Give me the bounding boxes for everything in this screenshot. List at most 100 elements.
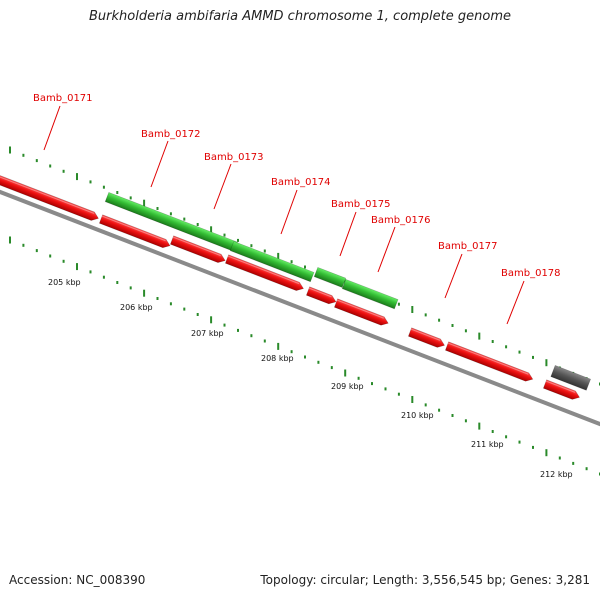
tick-mark xyxy=(558,456,561,460)
scale-label-207-kbp: 207 kbp xyxy=(191,329,224,338)
gene-feature-red[interactable] xyxy=(305,286,337,306)
scale-label-layer: 205 kbp 206 kbp 207 kbp 208 kbp 209 kbp … xyxy=(48,278,573,479)
gene-feature-red[interactable] xyxy=(224,254,305,293)
gene-label-bamb-0174[interactable]: Bamb_0174 xyxy=(271,177,331,188)
tick-mark xyxy=(572,461,575,465)
genome-backbone xyxy=(0,189,600,427)
gene-label-leader xyxy=(213,163,232,210)
gene-feature-red[interactable] xyxy=(98,214,171,250)
tick-mark xyxy=(223,323,226,327)
tick-mark xyxy=(491,430,494,433)
gene-label-leader xyxy=(339,211,357,257)
gene-feature-green[interactable] xyxy=(341,278,399,310)
scale-label-211-kbp: 211 kbp xyxy=(471,440,504,449)
tick-mark xyxy=(196,223,199,226)
tick-mark xyxy=(290,350,293,354)
gene-feature-green[interactable] xyxy=(229,240,315,283)
gene-feature-green-shape xyxy=(313,266,347,288)
gene-label-leader xyxy=(377,226,396,273)
gene-feature-red-shape xyxy=(333,298,389,326)
gene-label-bamb-0172[interactable]: Bamb_0172 xyxy=(141,129,201,140)
scale-label-209-kbp: 209 kbp xyxy=(331,382,364,391)
tick-mark xyxy=(237,328,239,332)
gene-feature-red-highlight xyxy=(336,299,384,319)
gene-label-bamb-0176[interactable]: Bamb_0176 xyxy=(371,215,431,226)
tick-mark xyxy=(89,270,92,274)
feature-track xyxy=(0,173,591,402)
gene-label-bamb-0171[interactable]: Bamb_0171 xyxy=(33,93,93,104)
gene-feature-red-shape xyxy=(542,379,580,400)
tick-mark xyxy=(183,307,186,311)
tick-mark xyxy=(532,355,534,359)
tick-mark xyxy=(169,302,172,306)
tick-mark xyxy=(62,259,65,263)
tick-mark xyxy=(384,387,387,391)
gene-label-bamb-0178[interactable]: Bamb_0178 xyxy=(501,268,561,279)
map-title: Burkholderia ambifaria AMMD chromosome 1… xyxy=(88,9,512,24)
gene-label-leader xyxy=(43,105,61,151)
tick-mark xyxy=(411,396,414,403)
gene-feature-red-highlight xyxy=(0,174,95,214)
tick-mark xyxy=(102,185,105,189)
gene-feature-red-shape xyxy=(305,286,337,305)
tick-mark xyxy=(290,260,293,264)
tick-mark xyxy=(35,249,38,253)
tick-mark xyxy=(478,332,481,340)
gene-feature-gray[interactable] xyxy=(550,365,591,391)
scale-label-210-kbp: 210 kbp xyxy=(401,411,434,420)
tick-mark xyxy=(183,217,186,221)
gene-feature-green[interactable] xyxy=(313,266,347,288)
tick-mark xyxy=(505,435,508,439)
gene-label-leader xyxy=(150,140,169,188)
gene-label-layer: Bamb_0171 Bamb_0172 Bamb_0173 Bamb_0174 … xyxy=(33,93,561,325)
tick-mark xyxy=(237,238,239,242)
tick-mark xyxy=(411,306,414,313)
gene-feature-red[interactable] xyxy=(407,327,446,350)
tick-mark xyxy=(317,360,320,364)
scale-label-208-kbp: 208 kbp xyxy=(261,354,294,363)
tick-mark xyxy=(210,316,213,324)
tick-mark xyxy=(143,289,146,297)
gene-feature-red[interactable] xyxy=(542,379,581,402)
tick-mark xyxy=(585,467,588,471)
tick-mark xyxy=(518,440,521,444)
tick-mark xyxy=(532,445,534,449)
tick-mark xyxy=(491,340,494,343)
tick-mark xyxy=(397,392,400,396)
tick-mark xyxy=(438,318,441,322)
gene-label-bamb-0173[interactable]: Bamb_0173 xyxy=(204,152,264,163)
tick-mark xyxy=(169,212,172,216)
gene-label-bamb-0177[interactable]: Bamb_0177 xyxy=(438,241,498,252)
tick-mark xyxy=(424,313,427,317)
tick-mark xyxy=(9,146,11,154)
tick-mark xyxy=(22,243,25,247)
tick-mark xyxy=(464,329,467,333)
tick-mark xyxy=(263,339,266,343)
tick-mark xyxy=(129,196,132,200)
tick-mark xyxy=(518,350,521,354)
tick-mark xyxy=(116,191,119,194)
gene-label-leader xyxy=(506,280,525,325)
gene-feature-red-highlight xyxy=(101,215,166,242)
tick-row-lower xyxy=(9,236,600,476)
gene-feature-gray-shape xyxy=(550,365,591,391)
tick-mark xyxy=(438,408,441,412)
tick-mark xyxy=(397,302,400,306)
tick-mark xyxy=(330,366,333,370)
gene-feature-red-highlight xyxy=(545,380,576,393)
gene-feature-red[interactable] xyxy=(333,298,389,328)
gene-feature-red[interactable] xyxy=(444,341,534,384)
tick-mark xyxy=(277,252,280,260)
tick-mark xyxy=(156,207,159,210)
gene-feature-red[interactable] xyxy=(169,235,226,265)
tick-mark xyxy=(344,369,347,377)
gene-label-bamb-0175[interactable]: Bamb_0175 xyxy=(331,199,391,210)
tick-mark xyxy=(102,275,105,279)
gene-feature-red[interactable] xyxy=(0,173,100,223)
tick-mark xyxy=(76,263,78,271)
tick-mark xyxy=(304,265,306,269)
tick-mark xyxy=(210,226,213,234)
tick-mark xyxy=(464,419,467,423)
gene-feature-red-shape xyxy=(169,235,226,263)
